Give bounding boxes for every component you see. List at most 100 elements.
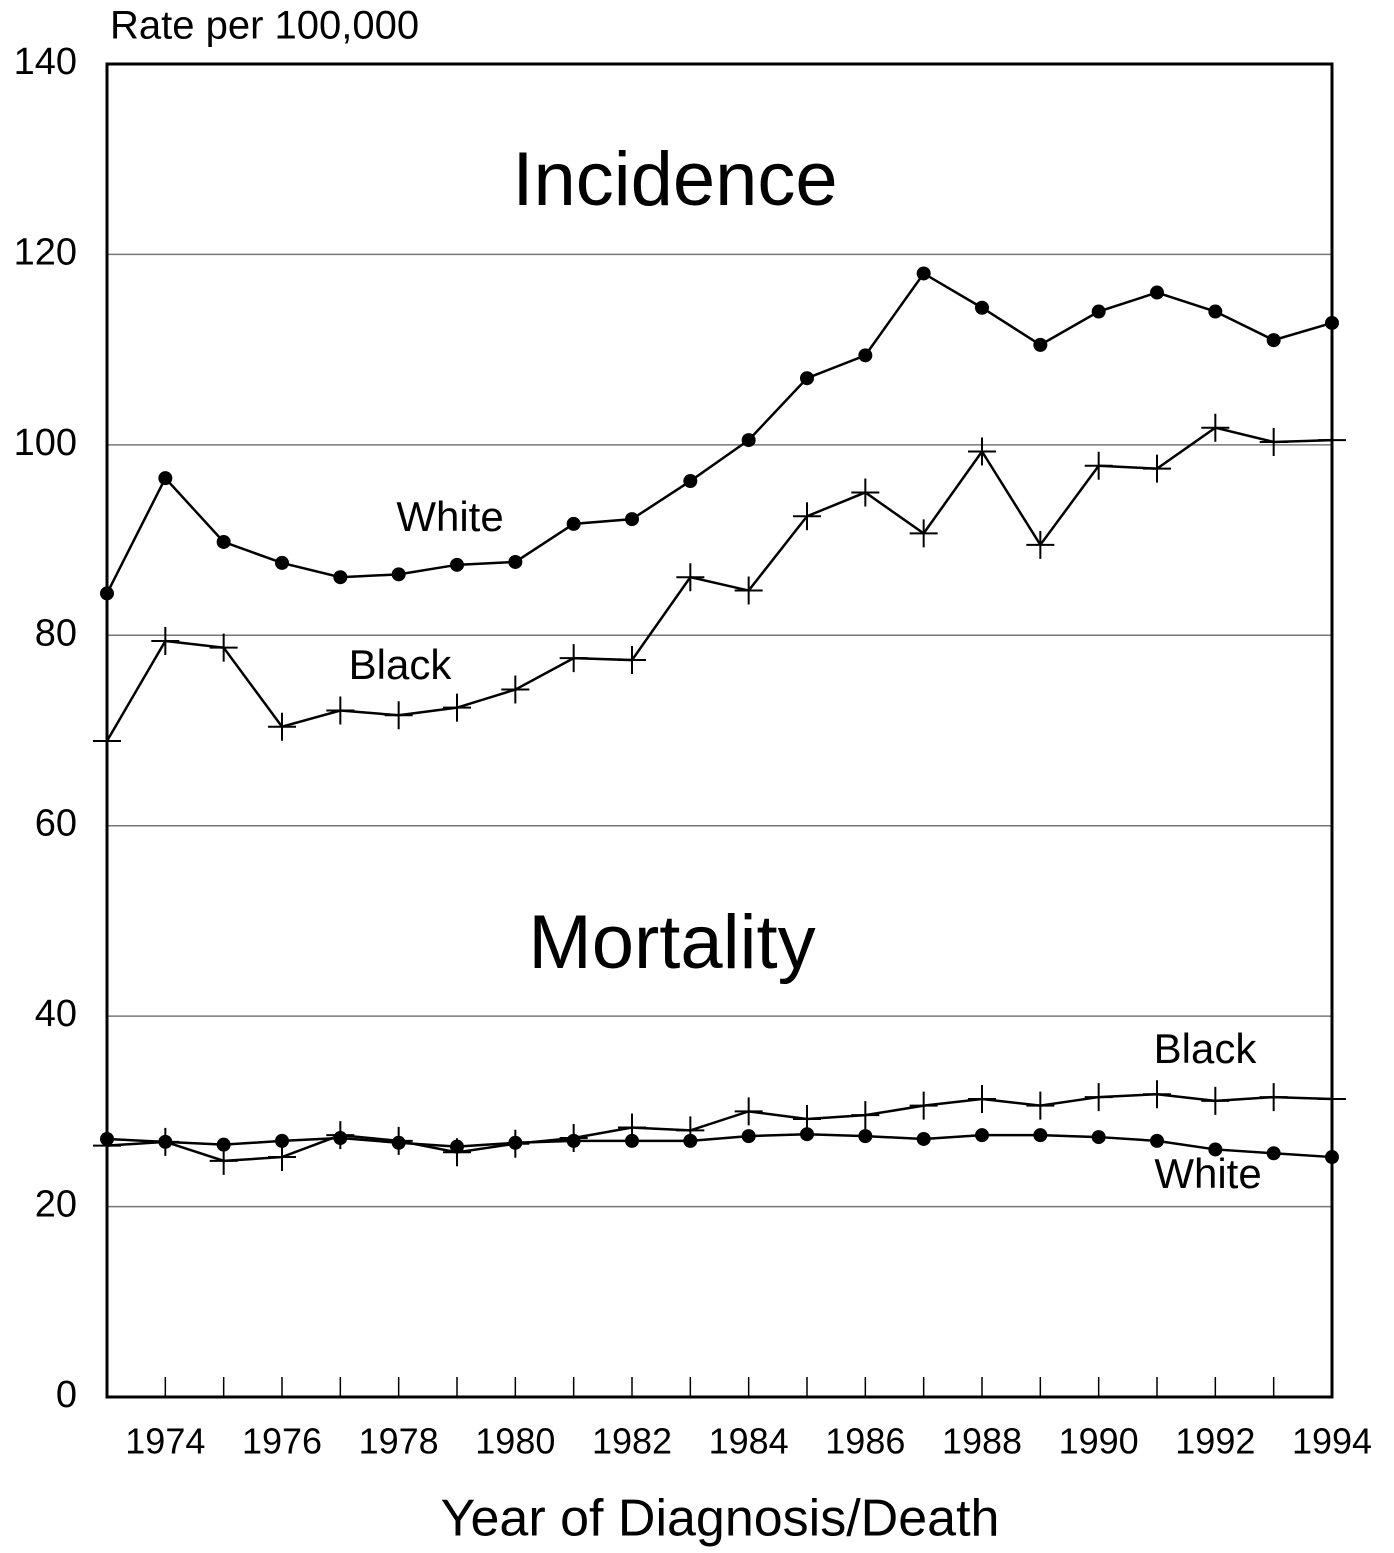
x-tick-label: 1980 — [475, 1421, 555, 1462]
point — [1084, 1083, 1113, 1112]
point — [391, 567, 406, 582]
point — [566, 516, 581, 531]
point — [93, 1131, 121, 1160]
y-tick-label: 20 — [35, 1184, 77, 1226]
point — [326, 1121, 355, 1150]
point — [151, 1127, 180, 1156]
point — [443, 693, 471, 722]
point — [734, 576, 763, 605]
point — [1026, 1091, 1055, 1120]
point — [916, 266, 931, 281]
point — [851, 1101, 880, 1130]
series-line — [106, 1092, 1333, 1163]
x-tick-label: 1988 — [942, 1421, 1022, 1462]
series-line — [105, 426, 1333, 742]
annotation: Black — [1154, 1025, 1258, 1072]
point — [676, 1116, 705, 1145]
point — [1259, 428, 1288, 457]
x-tick-label: 1982 — [592, 1421, 672, 1462]
point — [1318, 426, 1346, 455]
point — [1266, 1146, 1281, 1161]
point — [1150, 1133, 1164, 1148]
point — [268, 712, 296, 741]
point — [209, 633, 238, 662]
point — [216, 534, 231, 549]
point — [1259, 1083, 1288, 1112]
point — [216, 1137, 231, 1152]
point — [1325, 315, 1339, 330]
y-tick-label: 100 — [14, 422, 77, 464]
point — [559, 644, 588, 673]
point — [683, 474, 698, 489]
annotation: White — [1154, 1150, 1261, 1197]
point — [450, 557, 464, 572]
point — [909, 519, 938, 548]
x-tick-label: 1984 — [709, 1421, 789, 1462]
point — [1143, 1080, 1171, 1109]
point — [909, 1091, 938, 1120]
plot-frame — [105, 62, 1334, 1399]
x-tick-label: 1990 — [1059, 1421, 1139, 1462]
point — [968, 1084, 996, 1113]
point — [1201, 413, 1230, 442]
point — [158, 471, 173, 486]
point — [741, 1129, 756, 1144]
y-tick-label: 80 — [35, 612, 77, 654]
point — [1033, 337, 1048, 352]
point — [1091, 304, 1106, 319]
point — [793, 502, 821, 531]
point — [916, 1131, 931, 1146]
x-tick-label: 1978 — [359, 1421, 439, 1462]
point — [501, 675, 530, 704]
point — [1201, 1086, 1230, 1115]
point — [1208, 304, 1223, 319]
point — [800, 1127, 814, 1142]
x-tick-label: 1994 — [1292, 1421, 1372, 1462]
point — [968, 437, 996, 466]
point — [618, 646, 646, 675]
annotation: Black — [349, 641, 453, 688]
point — [1150, 285, 1164, 300]
point — [501, 1129, 530, 1158]
y-tick-label: 0 — [56, 1374, 77, 1416]
x-tick-label: 1974 — [125, 1421, 205, 1462]
point — [93, 726, 121, 755]
point — [975, 1128, 989, 1143]
point — [800, 371, 814, 386]
point — [268, 1143, 296, 1172]
point — [741, 433, 756, 448]
point — [1084, 451, 1113, 480]
y-tick-label: 40 — [35, 993, 77, 1035]
point — [793, 1104, 821, 1133]
point — [443, 1138, 471, 1167]
point — [1026, 530, 1055, 559]
point — [1318, 1084, 1346, 1113]
y-tick-label: 120 — [14, 231, 77, 273]
point — [151, 626, 180, 655]
x-tick-label: 1976 — [242, 1421, 322, 1462]
point — [1208, 1142, 1223, 1157]
x-axis-label: Year of Diagnosis/Death — [441, 1490, 1000, 1548]
point — [559, 1124, 588, 1153]
x-tick-label: 1986 — [825, 1421, 905, 1462]
point — [100, 586, 114, 601]
point — [1325, 1150, 1339, 1165]
point — [858, 348, 873, 363]
point — [384, 701, 413, 730]
series-line — [106, 1132, 1333, 1159]
point — [333, 570, 348, 585]
point — [209, 1146, 238, 1175]
point — [1091, 1130, 1106, 1145]
y-axis-label: Rate per 100,000 — [110, 4, 419, 48]
point — [384, 1126, 413, 1155]
point — [275, 555, 289, 570]
point — [1266, 333, 1281, 348]
point — [508, 554, 523, 569]
point — [975, 300, 989, 315]
annotation: Incidence — [512, 137, 837, 222]
point — [858, 1129, 873, 1144]
point — [1033, 1128, 1048, 1143]
point — [1143, 454, 1171, 483]
